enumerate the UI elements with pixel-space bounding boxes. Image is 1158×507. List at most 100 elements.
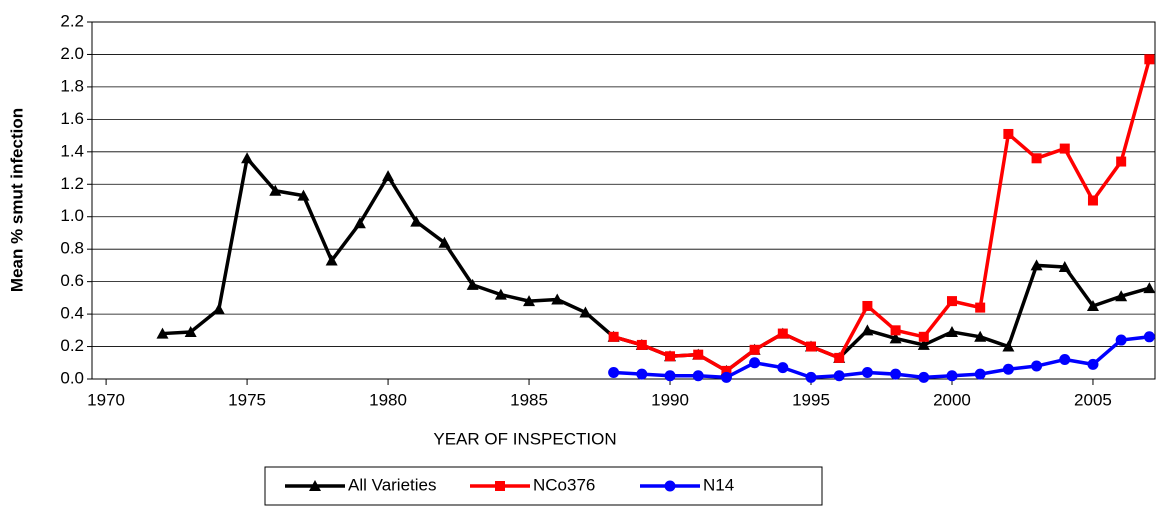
marker xyxy=(325,254,338,266)
marker xyxy=(1144,54,1155,65)
marker xyxy=(918,331,929,342)
marker xyxy=(693,349,704,360)
x-tick-label: 1970 xyxy=(87,390,125,409)
marker xyxy=(1143,282,1156,294)
marker xyxy=(833,370,845,382)
series-line xyxy=(613,58,1152,373)
marker xyxy=(466,278,479,290)
y-tick-label: 0.6 xyxy=(60,271,84,290)
marker xyxy=(777,328,788,339)
marker xyxy=(438,236,451,248)
x-tick-label: 1995 xyxy=(792,390,830,409)
y-tick-label: 1.4 xyxy=(60,141,84,160)
marker xyxy=(665,351,676,362)
legend-box xyxy=(264,466,823,506)
marker xyxy=(720,371,732,383)
marker xyxy=(1059,354,1071,366)
marker xyxy=(353,217,366,229)
legend-label: N14 xyxy=(703,475,734,494)
marker xyxy=(156,327,169,339)
y-tick-label: 0.8 xyxy=(60,239,84,258)
marker xyxy=(1058,261,1071,273)
marker xyxy=(410,215,423,227)
marker xyxy=(749,357,761,369)
y-tick-label: 2.0 xyxy=(60,44,84,63)
marker xyxy=(1030,259,1043,271)
marker xyxy=(806,341,817,352)
x-tick-label: 1980 xyxy=(369,390,407,409)
x-axis-title: YEAR OF INSPECTION xyxy=(433,429,616,448)
marker xyxy=(636,339,647,350)
x-tick-label: 1975 xyxy=(228,390,266,409)
y-tick-label: 2.2 xyxy=(60,11,84,30)
marker xyxy=(861,367,873,379)
marker xyxy=(1086,299,1099,311)
y-tick-label: 1.2 xyxy=(60,174,84,193)
y-axis-title: Mean % smut infection xyxy=(7,108,26,292)
marker xyxy=(834,352,845,363)
marker xyxy=(1115,290,1128,302)
marker xyxy=(692,370,704,382)
marker xyxy=(917,338,930,350)
marker xyxy=(777,362,789,374)
marker xyxy=(805,371,817,383)
marker xyxy=(309,480,321,491)
marker xyxy=(1031,153,1042,164)
marker xyxy=(212,303,225,315)
marker xyxy=(862,300,873,311)
marker xyxy=(664,480,676,492)
marker xyxy=(523,295,536,307)
marker xyxy=(974,368,986,380)
marker xyxy=(608,331,619,342)
marker xyxy=(1059,143,1070,154)
x-tick-label: 2000 xyxy=(933,390,971,409)
marker xyxy=(184,325,197,337)
marker xyxy=(1087,358,1099,370)
y-tick-label: 0.4 xyxy=(60,304,84,323)
marker xyxy=(946,370,958,382)
marker xyxy=(1002,363,1014,375)
y-tick-label: 0.0 xyxy=(60,368,84,387)
marker xyxy=(946,296,957,307)
marker xyxy=(749,344,760,355)
marker xyxy=(1115,334,1127,346)
marker xyxy=(495,481,505,491)
marker xyxy=(974,330,987,342)
marker xyxy=(945,325,958,337)
marker xyxy=(636,368,648,380)
marker xyxy=(551,293,564,305)
marker xyxy=(241,152,254,164)
marker xyxy=(721,365,732,376)
marker xyxy=(494,288,507,300)
marker xyxy=(890,368,902,380)
marker xyxy=(1003,128,1014,139)
marker xyxy=(664,370,676,382)
y-tick-label: 1.6 xyxy=(60,109,84,128)
marker xyxy=(861,324,874,336)
marker xyxy=(1002,340,1015,352)
marker xyxy=(1031,360,1043,372)
legend-label: All Varieties xyxy=(348,475,437,494)
y-tick-label: 1.0 xyxy=(60,206,84,225)
plot-border xyxy=(91,21,1156,380)
marker xyxy=(297,189,310,201)
marker xyxy=(382,170,395,182)
y-tick-label: 1.8 xyxy=(60,76,84,95)
x-tick-label: 1990 xyxy=(651,390,689,409)
marker xyxy=(1087,195,1098,206)
marker xyxy=(269,184,282,196)
series-line xyxy=(162,156,1150,373)
marker xyxy=(1143,331,1155,343)
x-tick-label: 2005 xyxy=(1074,390,1112,409)
x-tick-label: 1985 xyxy=(510,390,548,409)
marker xyxy=(890,325,901,336)
marker xyxy=(918,371,930,383)
marker xyxy=(1116,156,1127,167)
marker xyxy=(975,302,986,313)
legend-label: NCo376 xyxy=(533,475,595,494)
marker xyxy=(579,306,592,318)
y-tick-label: 0.2 xyxy=(60,336,84,355)
marker xyxy=(889,332,902,344)
marker xyxy=(608,367,620,379)
